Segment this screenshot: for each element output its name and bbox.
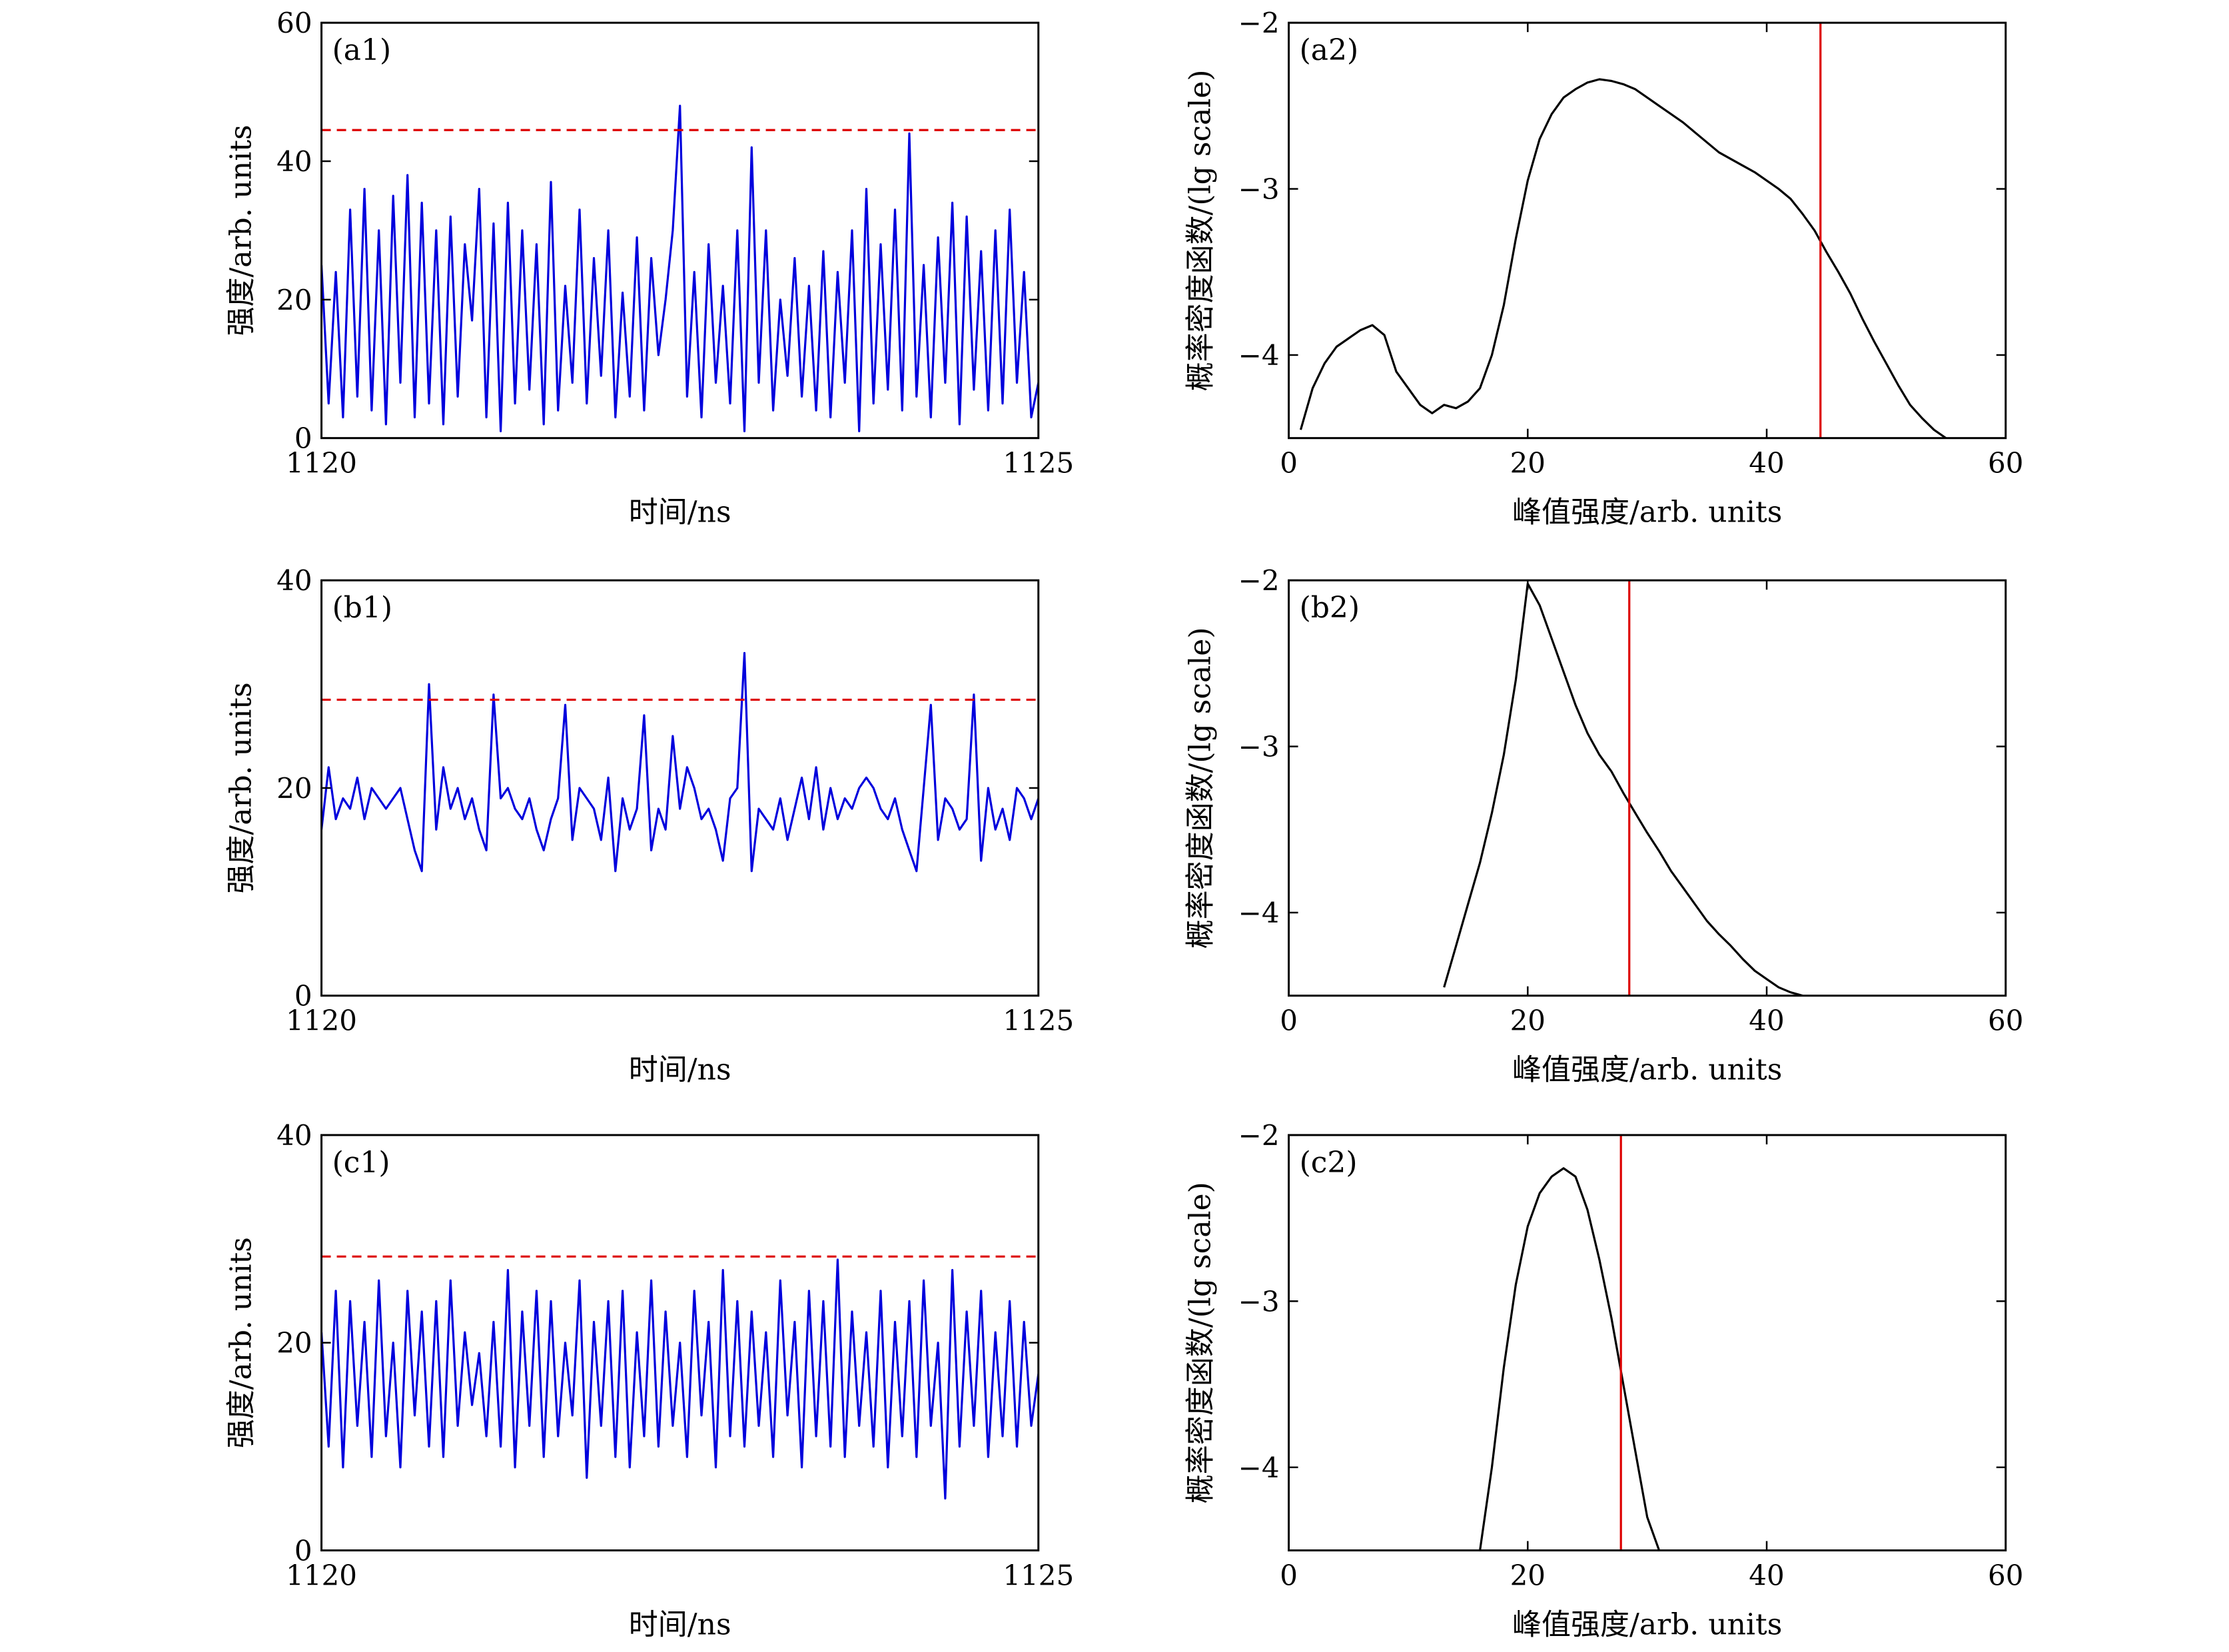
panel-c2: (c2) 峰值强度/arb. units 概率密度函数/(lg scale) 0… bbox=[1184, 1119, 2024, 1642]
y-axis-label-b1: 强度/arb. units bbox=[224, 682, 258, 893]
panel-label-a2: (a2) bbox=[1300, 33, 1359, 67]
x-tick-label-a1: 1125 bbox=[1003, 447, 1074, 480]
panel-label-b2: (b2) bbox=[1300, 591, 1360, 625]
panel-b1: (b1) 时间/ns 强度/arb. units 1120 1125 0 20 40 bbox=[224, 564, 1075, 1087]
panel-c1: (c1) 时间/ns 强度/arb. units 1120 1125 0 20 40 bbox=[224, 1119, 1075, 1642]
y-axis-label-c2: 概率密度函数/(lg scale) bbox=[1184, 1182, 1218, 1503]
plot-frame-a2 bbox=[1288, 21, 2007, 440]
y-tick-label-a2: −4 bbox=[1238, 339, 1280, 372]
series-line-b2 bbox=[1443, 582, 1803, 996]
y-tick-label-a1: 40 bbox=[276, 145, 312, 178]
x-tick-label-c1: 1120 bbox=[286, 1559, 357, 1591]
x-tick-label-b2: 20 bbox=[1510, 1005, 1546, 1037]
x-tick-label-c2: 40 bbox=[1749, 1559, 1784, 1591]
y-tick-label-a2: −2 bbox=[1238, 7, 1280, 39]
y-tick-label-c2: −4 bbox=[1238, 1451, 1280, 1484]
x-tick-label-b1: 1125 bbox=[1003, 1005, 1074, 1037]
x-tick-label-c2: 20 bbox=[1510, 1559, 1546, 1591]
series-line-c2 bbox=[1479, 1167, 1661, 1551]
y-tick-label-b2: −2 bbox=[1238, 564, 1280, 597]
panel-label-a1: (a1) bbox=[332, 33, 392, 67]
panel-a1: (a1) 时间/ns 强度/arb. units 1120 1125 0 20 40 60 bbox=[224, 7, 1075, 530]
panel-label-b1: (b1) bbox=[332, 591, 393, 625]
panel-a2: (a2) 峰值强度/arb. units 概率密度函数/(lg scale) 0… bbox=[1184, 7, 2024, 530]
x-axis-label-a1: 时间/ns bbox=[629, 496, 731, 530]
y-tick-label-c1: 0 bbox=[294, 1534, 312, 1567]
y-tick-label-b2: −3 bbox=[1238, 731, 1280, 763]
series-line-b1 bbox=[321, 651, 1039, 873]
y-tick-label-a2: −3 bbox=[1238, 173, 1280, 206]
y-axis-label-c1: 强度/arb. units bbox=[224, 1237, 258, 1448]
panel-label-c2: (c2) bbox=[1300, 1146, 1358, 1180]
y-tick-label-c2: −2 bbox=[1238, 1119, 1280, 1152]
series-line-a2 bbox=[1299, 78, 1947, 438]
panel-label-c1: (c1) bbox=[332, 1146, 390, 1180]
x-tick-label-a2: 20 bbox=[1510, 447, 1546, 480]
x-axis-label-b2: 峰值强度/arb. units bbox=[1512, 1053, 1782, 1087]
y-tick-label-b1: 20 bbox=[276, 772, 312, 805]
x-tick-label-b2: 0 bbox=[1280, 1005, 1298, 1037]
y-tick-label-c1: 20 bbox=[276, 1327, 312, 1360]
x-tick-label-a2: 60 bbox=[1988, 447, 2023, 480]
y-tick-label-a1: 60 bbox=[276, 7, 312, 39]
series-line-c1 bbox=[321, 1258, 1039, 1500]
plot-frame-c2 bbox=[1288, 1134, 2007, 1551]
x-axis-label-b1: 时间/ns bbox=[629, 1053, 731, 1087]
y-tick-label-c1: 40 bbox=[276, 1119, 312, 1152]
x-tick-label-b2: 40 bbox=[1749, 1005, 1784, 1037]
y-tick-label-b2: −4 bbox=[1238, 897, 1280, 929]
x-tick-label-b2: 60 bbox=[1988, 1005, 2023, 1037]
x-tick-label-a1: 1120 bbox=[286, 447, 357, 480]
x-tick-label-c2: 0 bbox=[1280, 1559, 1298, 1591]
y-axis-label-b2: 概率密度函数/(lg scale) bbox=[1184, 627, 1218, 949]
y-tick-label-a1: 0 bbox=[294, 422, 312, 455]
x-tick-label-a2: 40 bbox=[1749, 447, 1784, 480]
y-tick-label-b1: 0 bbox=[294, 980, 312, 1013]
x-tick-label-b1: 1120 bbox=[286, 1005, 357, 1037]
plot-frame-b1 bbox=[320, 579, 1040, 997]
x-tick-label-c2: 60 bbox=[1988, 1559, 2023, 1591]
panel-b2: (b2) 峰值强度/arb. units 概率密度函数/(lg scale) 0… bbox=[1184, 564, 2024, 1087]
x-axis-label-c2: 峰值强度/arb. units bbox=[1512, 1607, 1782, 1641]
y-axis-label-a2: 概率密度函数/(lg scale) bbox=[1184, 69, 1218, 391]
x-axis-label-a2: 峰值强度/arb. units bbox=[1512, 496, 1782, 530]
y-tick-label-c2: −3 bbox=[1238, 1285, 1280, 1318]
x-tick-label-a2: 0 bbox=[1280, 447, 1298, 480]
plot-frame-a1 bbox=[320, 21, 1040, 440]
y-tick-label-b1: 40 bbox=[276, 564, 312, 597]
plot-frame-b2 bbox=[1288, 579, 2007, 997]
x-tick-label-c1: 1125 bbox=[1003, 1559, 1074, 1591]
y-axis-label-a1: 强度/arb. units bbox=[224, 125, 258, 336]
x-axis-label-c1: 时间/ns bbox=[629, 1607, 731, 1641]
series-line-a1 bbox=[321, 105, 1039, 432]
y-tick-label-a1: 20 bbox=[276, 284, 312, 316]
